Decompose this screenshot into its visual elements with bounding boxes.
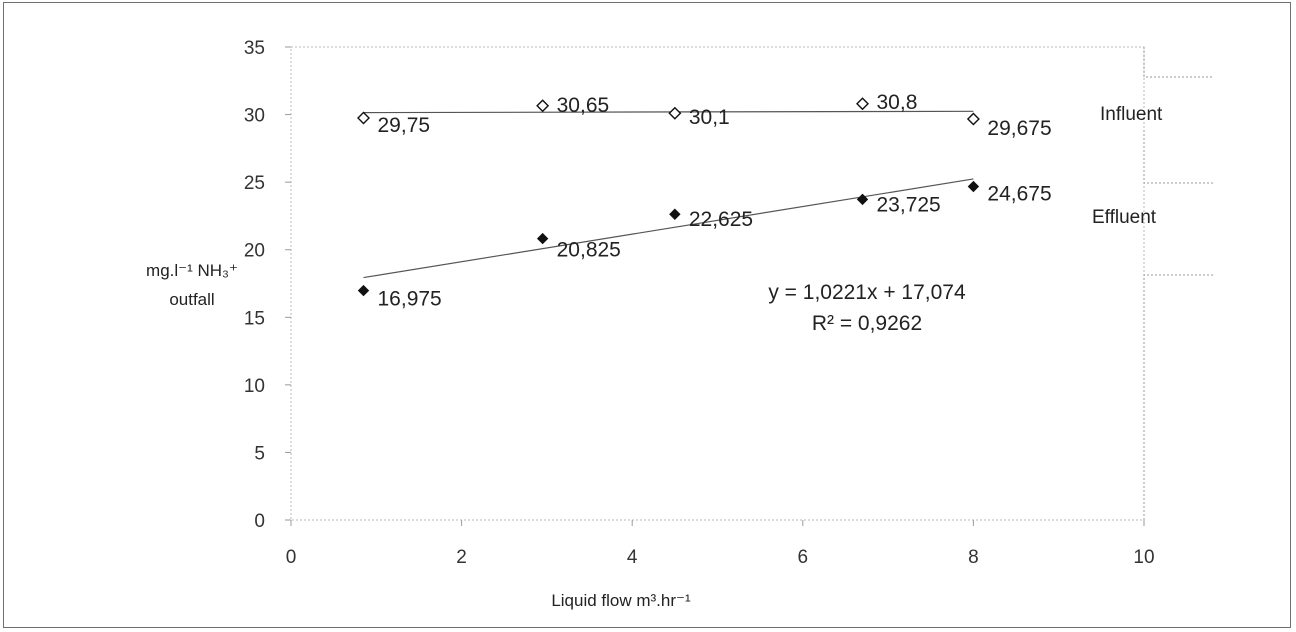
axes: 0 5 10 15 20 25 30 35 0 2 4 6 8 10	[244, 38, 1155, 568]
marker-effluent	[536, 232, 549, 245]
y-tick-label: 10	[244, 376, 265, 397]
markers	[357, 97, 980, 297]
data-labels: 29,75 30,65 30,1 30,8 29,675 16,975 20,825 22,6…	[378, 91, 1052, 311]
x-tick-label: 10	[1133, 547, 1154, 568]
y-tick-label: 30	[244, 106, 265, 127]
y-tick-label: 20	[244, 241, 265, 262]
marker-effluent	[357, 284, 370, 297]
x-tick-label: 2	[456, 547, 467, 568]
data-label-influent: 30,65	[557, 94, 610, 117]
trend-equation: y = 1,0221x + 17,074	[768, 281, 966, 304]
y-tick-label: 0	[254, 511, 265, 532]
marker-influent	[966, 112, 980, 126]
marker-effluent	[967, 180, 980, 193]
data-label-influent: 29,675	[987, 117, 1051, 140]
y-axis-title-line-2: outfall	[169, 290, 214, 309]
data-label-effluent: 16,975	[378, 288, 442, 311]
y-tick-label: 15	[244, 308, 265, 329]
x-tick-label: 0	[286, 547, 297, 568]
marker-influent	[856, 97, 869, 111]
marker-influent	[668, 106, 682, 120]
x-tick-label: 8	[968, 547, 979, 568]
data-label-effluent: 24,675	[987, 183, 1051, 206]
y-tick-label: 25	[244, 173, 265, 194]
x-tick-label: 4	[627, 547, 638, 568]
r-squared: R² = 0,9262	[812, 312, 922, 335]
y-tick-label: 5	[254, 443, 265, 464]
y-tick-label: 35	[244, 38, 265, 59]
data-label-influent: 29,75	[378, 114, 431, 137]
x-tick-label: 6	[798, 547, 809, 568]
marker-influent	[357, 111, 370, 125]
legend-effluent: Effluent	[1092, 207, 1157, 228]
legend-influent: Influent	[1100, 104, 1163, 125]
x-axis-title: Liquid flow m³.hr⁻¹	[551, 591, 691, 610]
plot-area	[290, 46, 1145, 521]
trendline-influent	[363, 110, 974, 114]
data-label-effluent: 22,625	[689, 208, 753, 231]
data-label-influent: 30,8	[877, 91, 918, 114]
trendlines	[363, 110, 974, 279]
y-axis-title-line-1: mg.l⁻¹ NH₃⁺	[146, 261, 238, 280]
marker-influent	[536, 99, 550, 113]
legend-frame	[1143, 47, 1213, 520]
data-label-effluent: 20,825	[557, 239, 621, 262]
data-label-effluent: 23,725	[877, 193, 941, 216]
data-label-influent: 30,1	[689, 106, 730, 129]
marker-effluent	[669, 208, 681, 220]
marker-effluent	[856, 193, 869, 206]
trendline-effluent	[363, 178, 974, 279]
